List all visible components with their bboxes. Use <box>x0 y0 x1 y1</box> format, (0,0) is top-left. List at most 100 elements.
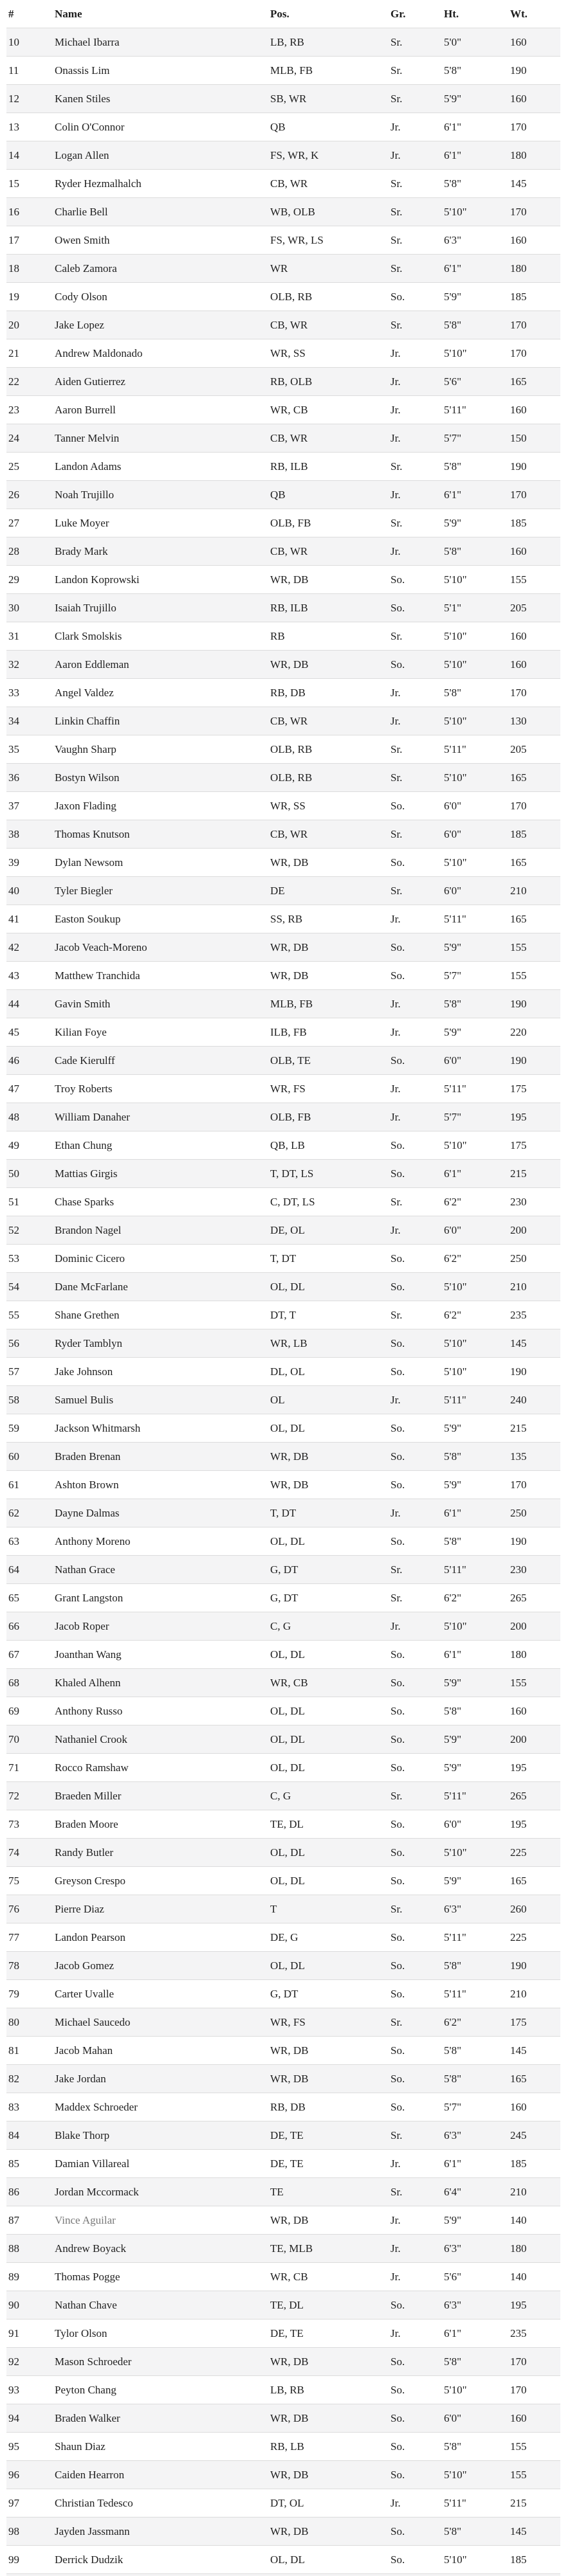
table-row: 36 Bostyn Wilson OLB, RB Sr. 5'10" 165 <box>6 763 560 792</box>
cell-number: 38 <box>8 827 19 840</box>
cell-height: 6'1" <box>444 1648 462 1661</box>
table-row: 41 Easton Soukup SS, RB Jr. 5'11" 165 <box>6 905 560 933</box>
table-row: 61 Ashton Brown WR, DB So. 5'9" 170 <box>6 1470 560 1499</box>
table-row: 53 Dominic Cicero T, DT So. 6'2" 250 <box>6 1244 560 1273</box>
table-row: 71 Rocco Ramshaw OL, DL So. 5'9" 195 <box>6 1753 560 1782</box>
cell-pos: T, DT <box>270 1506 297 1519</box>
cell-grade: Sr. <box>391 233 403 246</box>
cell-number: 99 <box>8 2553 19 2566</box>
cell-name: Derrick Dudzik <box>55 2553 124 2566</box>
cell-height: 5'10" <box>444 856 467 869</box>
cell-pos: RB <box>270 629 285 642</box>
cell-weight: 185 <box>510 2157 527 2170</box>
cell-name: Jackson Whitmarsh <box>55 1421 141 1434</box>
cell-pos: G, DT <box>270 1987 299 2000</box>
cell-height: 5'8" <box>444 2072 462 2085</box>
cell-name: Bostyn Wilson <box>55 771 120 784</box>
cell-height: 5'9" <box>444 1421 462 1434</box>
cell-grade: So. <box>391 2072 405 2085</box>
cell-weight: 160 <box>510 403 527 416</box>
cell-weight: 170 <box>510 799 527 812</box>
cell-weight: 200 <box>510 1733 527 1745</box>
cell-pos: C, G <box>270 1619 291 1632</box>
cell-grade: Jr. <box>391 1082 401 1095</box>
table-row: 97 Christian Tedesco DT, OL Jr. 5'11" 21… <box>6 2489 560 2517</box>
cell-height: 6'3" <box>444 1902 462 1915</box>
cell-height: 5'10" <box>444 771 467 784</box>
cell-grade: So. <box>391 1280 405 1293</box>
table-row: 45 Kilian Foye ILB, FB Jr. 5'9" 220 <box>6 1018 560 1047</box>
table-row: 80 Michael Saucedo WR, FS Sr. 6'2" 175 <box>6 2008 560 2037</box>
cell-number: 97 <box>8 2496 19 2509</box>
table-row: 91 Tylor Olson DE, TE Jr. 6'1" 235 <box>6 2319 560 2348</box>
cell-pos: OL, DL <box>270 1280 305 1293</box>
cell-number: 61 <box>8 1478 19 1491</box>
cell-height: 5'9" <box>444 1761 462 1774</box>
cell-weight: 160 <box>510 233 527 246</box>
cell-grade: So. <box>391 601 405 614</box>
cell-pos: WR, DB <box>270 2411 309 2424</box>
cell-number: 87 <box>8 2213 19 2226</box>
cell-height: 5'11" <box>444 1563 466 1576</box>
cell-pos: WR, LB <box>270 1337 308 1349</box>
cell-pos: OL, DL <box>270 2553 305 2566</box>
table-row: 65 Grant Langston G, DT Sr. 6'2" 265 <box>6 1583 560 1612</box>
cell-weight: 195 <box>510 1110 527 1123</box>
cell-grade: So. <box>391 1931 405 1943</box>
cell-number: 83 <box>8 2100 19 2113</box>
cell-weight: 140 <box>510 2213 527 2226</box>
cell-height: 5'9" <box>444 516 462 529</box>
cell-grade: Jr. <box>391 2242 401 2255</box>
cell-grade: So. <box>391 969 405 982</box>
cell-grade: Sr. <box>391 516 403 529</box>
table-row: 20 Jake Lopez CB, WR Sr. 5'8" 170 <box>6 311 560 339</box>
cell-height: 5'10" <box>444 1846 467 1859</box>
cell-name: Landon Adams <box>55 460 122 473</box>
cell-grade: Sr. <box>391 1563 403 1576</box>
cell-number: 85 <box>8 2157 19 2170</box>
cell-weight: 160 <box>510 2100 527 2113</box>
cell-height: 5'9" <box>444 941 462 953</box>
table-row: 49 Ethan Chung QB, LB So. 5'10" 175 <box>6 1131 560 1160</box>
table-row: 28 Brady Mark CB, WR Jr. 5'8" 160 <box>6 537 560 566</box>
cell-height: 5'9" <box>444 92 462 105</box>
cell-pos: WR, DB <box>270 573 309 586</box>
cell-number: 14 <box>8 149 19 161</box>
cell-number: 37 <box>8 799 19 812</box>
cell-height: 5'9" <box>444 1676 462 1689</box>
cell-grade: Jr. <box>391 2157 401 2170</box>
cell-weight: 165 <box>510 1874 527 1887</box>
table-row: 24 Tanner Melvin CB, WR Jr. 5'7" 150 <box>6 424 560 453</box>
cell-height: 5'10" <box>444 1139 467 1151</box>
cell-number: 24 <box>8 431 19 444</box>
cell-height: 5'8" <box>444 1450 462 1463</box>
cell-pos: SS, RB <box>270 912 303 925</box>
cell-pos: LB, RB <box>270 2383 304 2396</box>
cell-height: 5'7" <box>444 1110 462 1123</box>
cell-pos: MLB, FB <box>270 64 313 77</box>
cell-grade: So. <box>391 1987 405 2000</box>
cell-name: Braden Brenan <box>55 1450 121 1463</box>
cell-grade: Jr. <box>391 149 401 161</box>
table-row: 84 Blake Thorp DE, TE Sr. 6'3" 245 <box>6 2121 560 2150</box>
cell-height: 6'2" <box>444 1195 462 1208</box>
cell-name: Jaxon Flading <box>55 799 116 812</box>
cell-grade: Jr. <box>391 997 401 1010</box>
cell-name: Jacob Veach-Moreno <box>55 941 147 953</box>
cell-height: 6'0" <box>444 1054 462 1067</box>
cell-name: Braden Moore <box>55 1817 118 1830</box>
cell-number: 89 <box>8 2270 19 2283</box>
cell-height: 5'8" <box>444 64 462 77</box>
cell-pos: CB, WR <box>270 714 308 727</box>
cell-height: 6'1" <box>444 2327 462 2339</box>
table-row: 86 Jordan Mccormack TE Sr. 6'4" 210 <box>6 2177 560 2206</box>
cell-number: 62 <box>8 1506 19 1519</box>
cell-pos: OL, DL <box>270 1421 305 1434</box>
cell-weight: 215 <box>510 1421 527 1434</box>
table-row: 18 Caleb Zamora WR Sr. 6'1" 180 <box>6 254 560 283</box>
cell-grade: So. <box>391 1450 405 1463</box>
column-header-pos: Pos. <box>270 7 290 20</box>
cell-number: 63 <box>8 1535 19 1547</box>
table-row: 75 Greyson Crespo OL, DL So. 5'9" 165 <box>6 1866 560 1895</box>
cell-weight: 145 <box>510 2044 527 2057</box>
